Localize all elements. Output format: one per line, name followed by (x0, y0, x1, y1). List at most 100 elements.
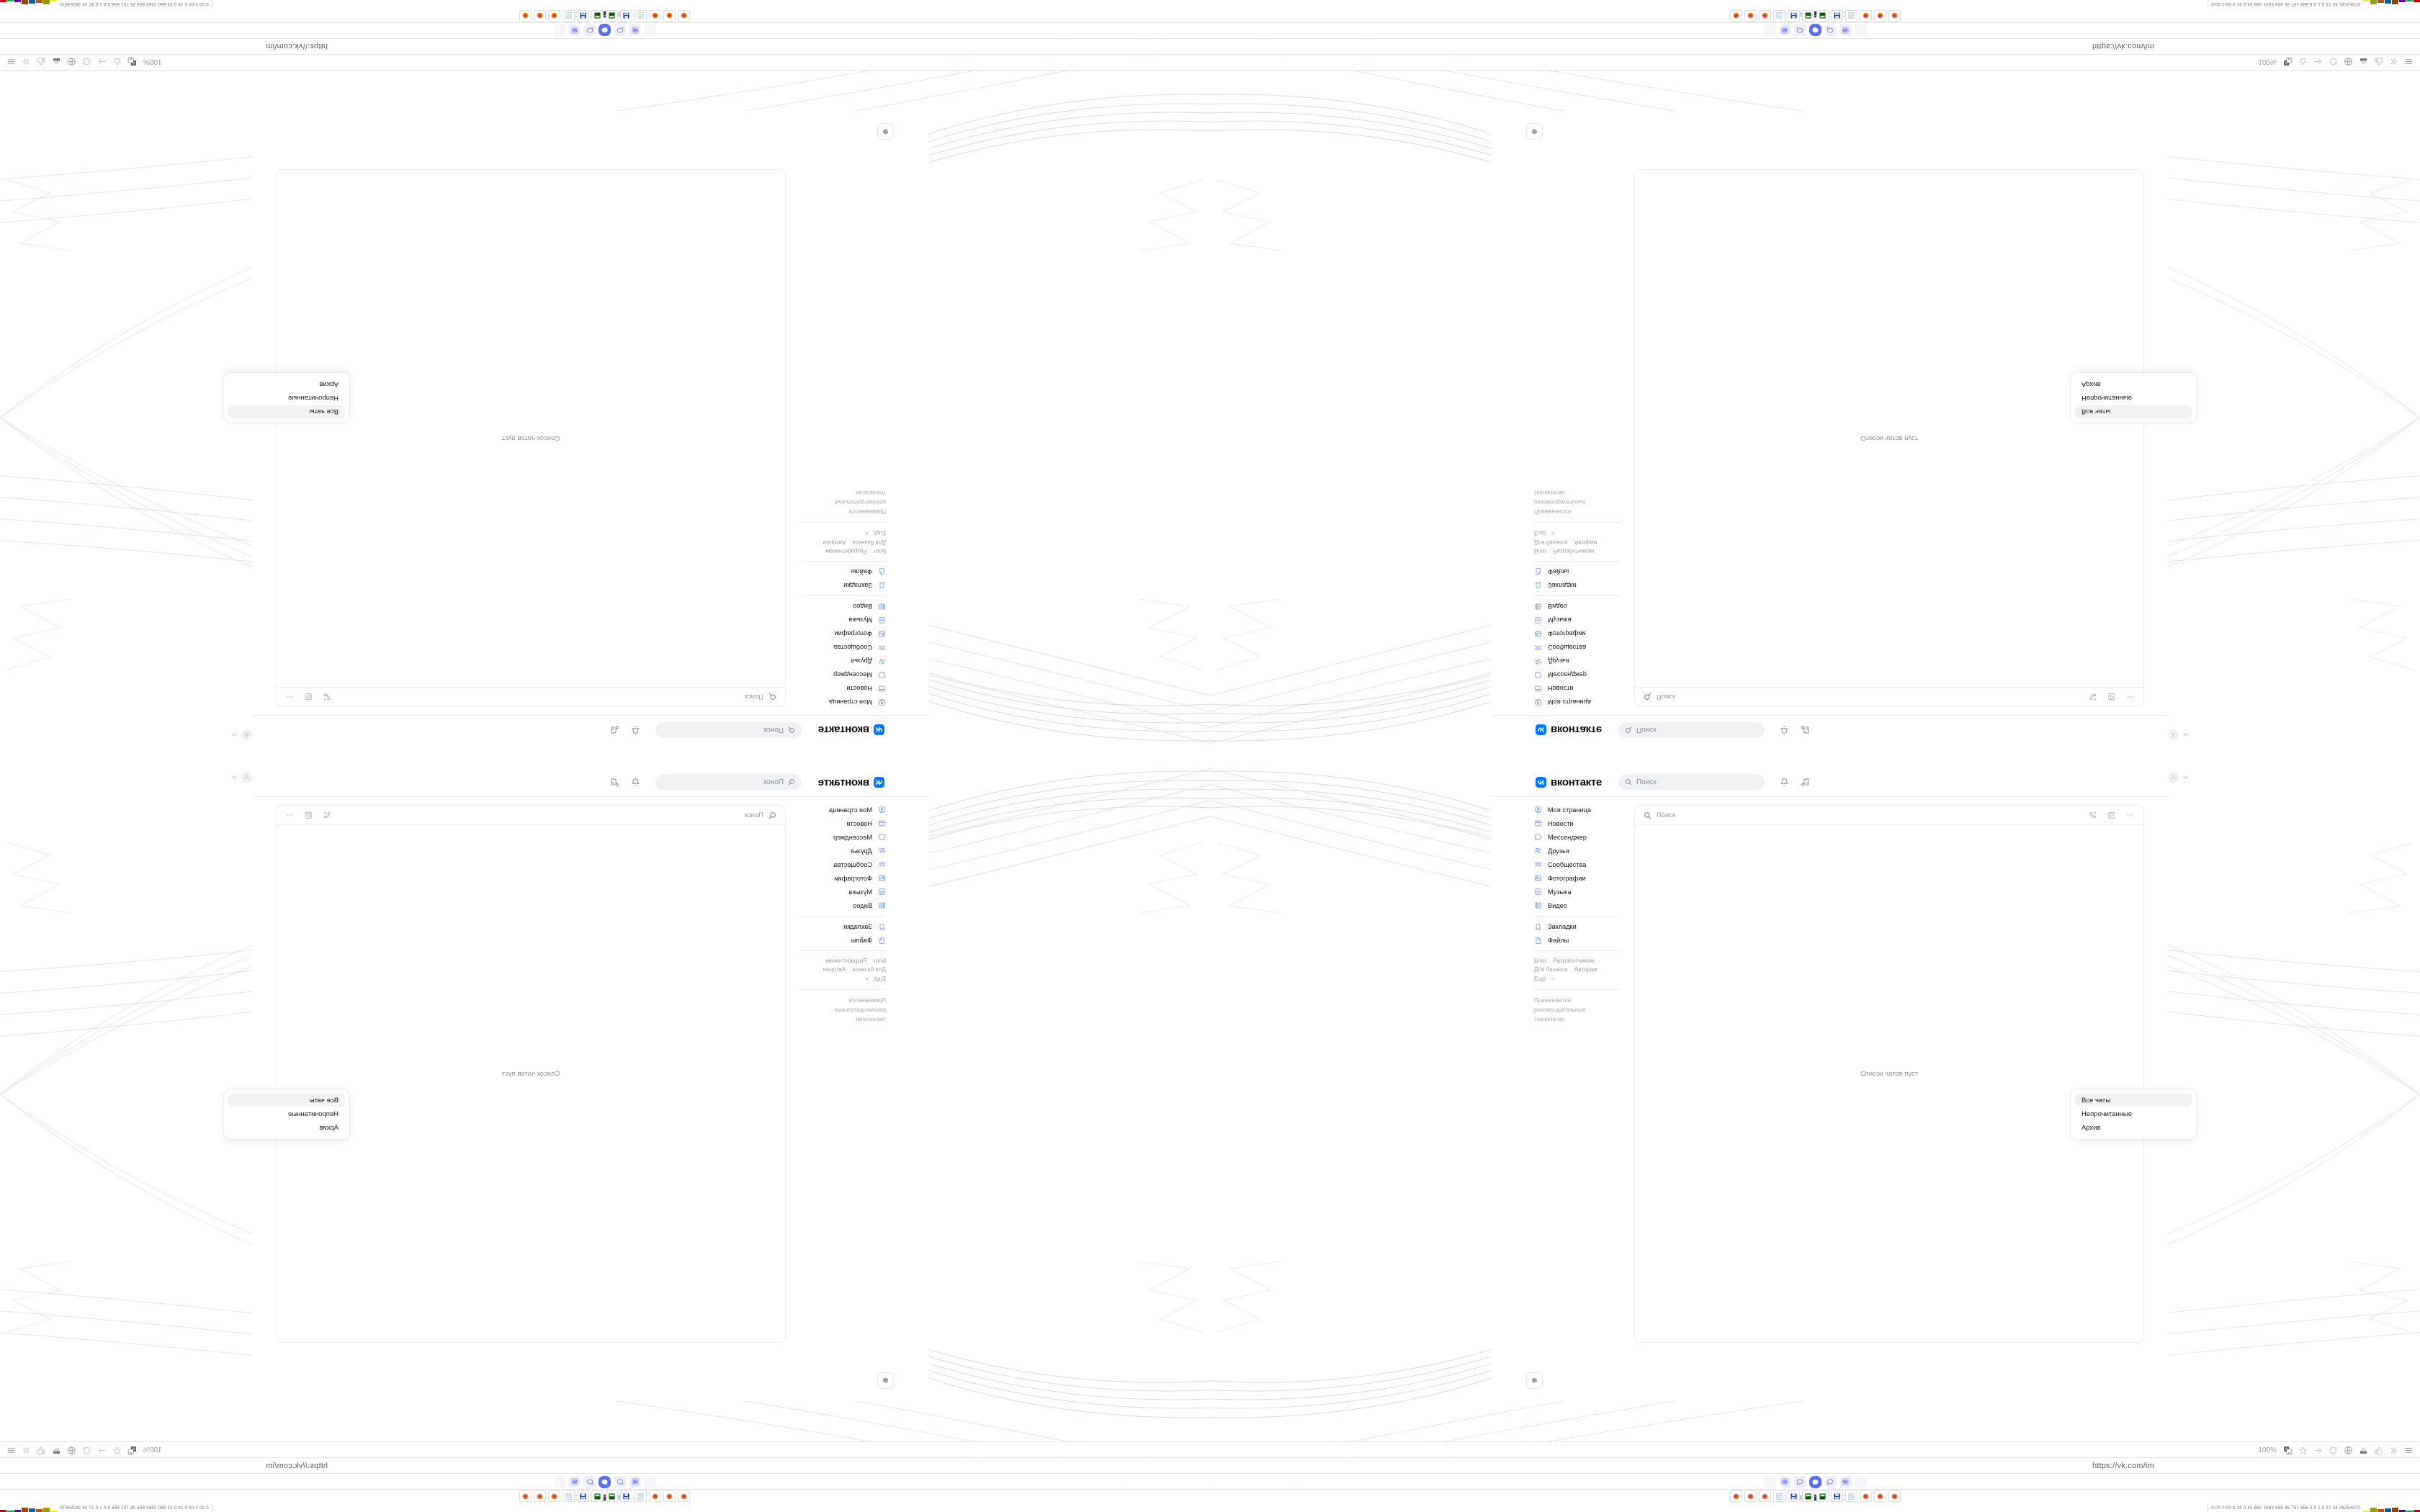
dropdown-option-unread[interactable]: Непрочитанные (287, 1110, 339, 1118)
taskbar-floppy-1[interactable]: 64 (1787, 1490, 1800, 1502)
chevron-down-icon[interactable] (2182, 732, 2189, 738)
taskbar-firefox-3[interactable] (1758, 10, 1771, 22)
sidebar-item-friends[interactable]: Друзья (1534, 657, 1624, 667)
chevron-down-icon[interactable] (2182, 774, 2189, 780)
footer-link-authors[interactable]: Авторам (823, 539, 846, 546)
taskbar-firefox-4[interactable] (548, 1490, 561, 1502)
sidebar-item-files[interactable]: Файлы (796, 567, 886, 577)
footer-link-for-business[interactable]: Для бизнеса (1534, 539, 1568, 546)
taskbar-calculator-2[interactable] (1816, 1490, 1829, 1502)
avatar[interactable] (241, 772, 252, 783)
zoom-level-label[interactable]: 100% (143, 58, 162, 66)
taskbar-firefox-5[interactable] (534, 1490, 547, 1502)
browser-tab-messenger-2[interactable] (1824, 24, 1837, 37)
music-note-icon[interactable] (1800, 777, 1811, 788)
share-icon[interactable] (36, 57, 47, 68)
sidebar-item-video[interactable]: Видео (1534, 901, 1624, 911)
url-text[interactable]: https://vk.com/im (266, 42, 328, 50)
sidebar-item-music[interactable]: Музыка (1534, 616, 1624, 626)
sidebar-item-communities[interactable]: Сообщества (796, 643, 886, 653)
taskbar-firefox-3[interactable] (649, 10, 662, 22)
chat-bubble-fab[interactable] (1526, 123, 1543, 140)
taskbar-firefox-1[interactable] (678, 1490, 691, 1502)
sidebar-item-messenger[interactable]: Мессенджер (796, 832, 886, 842)
extension-icon[interactable]: 6.8K (2358, 57, 2369, 68)
compose-icon[interactable] (2107, 693, 2116, 702)
footer-link-authors[interactable]: Авторам (1574, 966, 1597, 973)
sidebar-item-photos[interactable]: Фотографии (796, 629, 886, 639)
add-call-icon[interactable] (323, 811, 332, 820)
taskbar-notepad-1[interactable] (635, 1490, 647, 1502)
sidebar-item-files[interactable]: Файлы (1534, 936, 1624, 946)
address-bar[interactable]: https://vk.com/im (1210, 1457, 2420, 1474)
address-bar[interactable]: https://vk.com/im (0, 1457, 1210, 1474)
sidebar-item-files[interactable]: Файлы (1534, 567, 1624, 577)
browser-tab-vk[interactable] (629, 1475, 642, 1488)
vk-logo-icon[interactable] (1536, 724, 1546, 736)
more-options-icon[interactable] (285, 693, 295, 702)
sidebar-item-my-page[interactable]: Моя страница (796, 698, 886, 708)
taskbar-firefox-2[interactable] (663, 1490, 676, 1502)
dropdown-option-all-chats[interactable]: Все чаты (228, 405, 345, 418)
hamburger-menu-icon[interactable] (6, 1445, 17, 1456)
footer-link-authors[interactable]: Авторам (1574, 539, 1597, 546)
taskbar-firefox-6[interactable] (519, 1490, 532, 1502)
overflow-chevrons-icon[interactable] (21, 57, 32, 68)
url-text[interactable]: https://vk.com/im (266, 1462, 328, 1470)
browser-tab-blank-2[interactable] (1854, 24, 1867, 37)
chat-bubble-fab[interactable] (1526, 1372, 1543, 1389)
sidebar-item-photos[interactable]: Фотографии (1534, 629, 1624, 639)
taskbar-floppy-1[interactable]: 64 (620, 10, 633, 22)
taskbar-floppy-2[interactable]: 64 (577, 10, 590, 22)
notifications-bell-icon[interactable] (1779, 777, 1790, 788)
chevron-down-icon[interactable] (231, 774, 238, 780)
hamburger-menu-icon[interactable] (2403, 1445, 2414, 1456)
sidebar-item-friends[interactable]: Друзья (1534, 846, 1624, 856)
compose-icon[interactable] (304, 811, 313, 820)
compose-icon[interactable] (304, 693, 313, 702)
dropdown-option-all-chats[interactable]: Все чаты (2075, 1094, 2192, 1107)
footer-link-developers[interactable]: Разработчикам (1553, 958, 1595, 964)
footer-link-more[interactable]: Ещё (1534, 975, 1546, 982)
account-menu[interactable] (231, 772, 252, 783)
footer-link-developers[interactable]: Разработчикам (825, 548, 867, 554)
taskbar-firefox-3[interactable] (1758, 1490, 1771, 1502)
taskbar-floppy-2[interactable]: 64 (1830, 1490, 1843, 1502)
taskbar-notepad-1[interactable] (1773, 1490, 1785, 1502)
browser-tab-messenger-2[interactable] (583, 1475, 596, 1488)
sidebar-item-bookmarks[interactable]: Закладки (796, 580, 886, 590)
add-call-icon[interactable] (323, 693, 332, 702)
add-call-icon[interactable] (2088, 811, 2097, 820)
globe-icon[interactable] (2343, 1445, 2354, 1456)
address-bar[interactable]: https://vk.com/im (0, 38, 1210, 55)
vk-logo-icon[interactable] (874, 776, 884, 788)
browser-tab-vk[interactable] (1778, 24, 1791, 37)
sidebar-item-photos[interactable]: Фотографии (796, 873, 886, 883)
global-search-input[interactable]: Поиск (655, 722, 802, 738)
taskbar-notepad-1[interactable] (635, 10, 647, 22)
notifications-bell-icon[interactable] (630, 777, 641, 788)
taskbar-firefox-2[interactable] (1744, 10, 1757, 22)
bookmark-star-icon[interactable] (112, 1445, 122, 1456)
zoom-level-label[interactable]: 100% (143, 1446, 162, 1454)
chat-search-placeholder[interactable]: Поиск (1657, 811, 1676, 819)
browser-tab-blank-2[interactable] (553, 1475, 566, 1488)
account-menu[interactable] (2168, 772, 2189, 783)
taskbar-firefox-6[interactable] (1888, 10, 1901, 22)
footer-link-for-business[interactable]: Для бизнеса (852, 966, 886, 973)
taskbar-notepad-2[interactable] (563, 10, 575, 22)
overflow-chevrons-icon[interactable] (21, 1445, 32, 1456)
sidebar-item-communities[interactable]: Сообщества (1534, 643, 1624, 653)
taskbar-floppy-2[interactable]: 64 (577, 1490, 590, 1502)
sidebar-item-video[interactable]: Видео (796, 602, 886, 612)
more-options-icon[interactable] (2125, 811, 2135, 820)
footer-link-more[interactable]: Ещё (1534, 530, 1546, 537)
browser-tab-blank[interactable] (644, 24, 657, 37)
taskbar-floppy-1[interactable]: 64 (620, 1490, 633, 1502)
sidebar-item-video[interactable]: Видео (1534, 602, 1624, 612)
sidebar-item-news[interactable]: Новости (1534, 819, 1624, 829)
browser-tab-vk[interactable] (1778, 1475, 1791, 1488)
taskbar-firefox-5[interactable] (1873, 1490, 1886, 1502)
browser-tab-vk-2[interactable] (1839, 24, 1852, 37)
